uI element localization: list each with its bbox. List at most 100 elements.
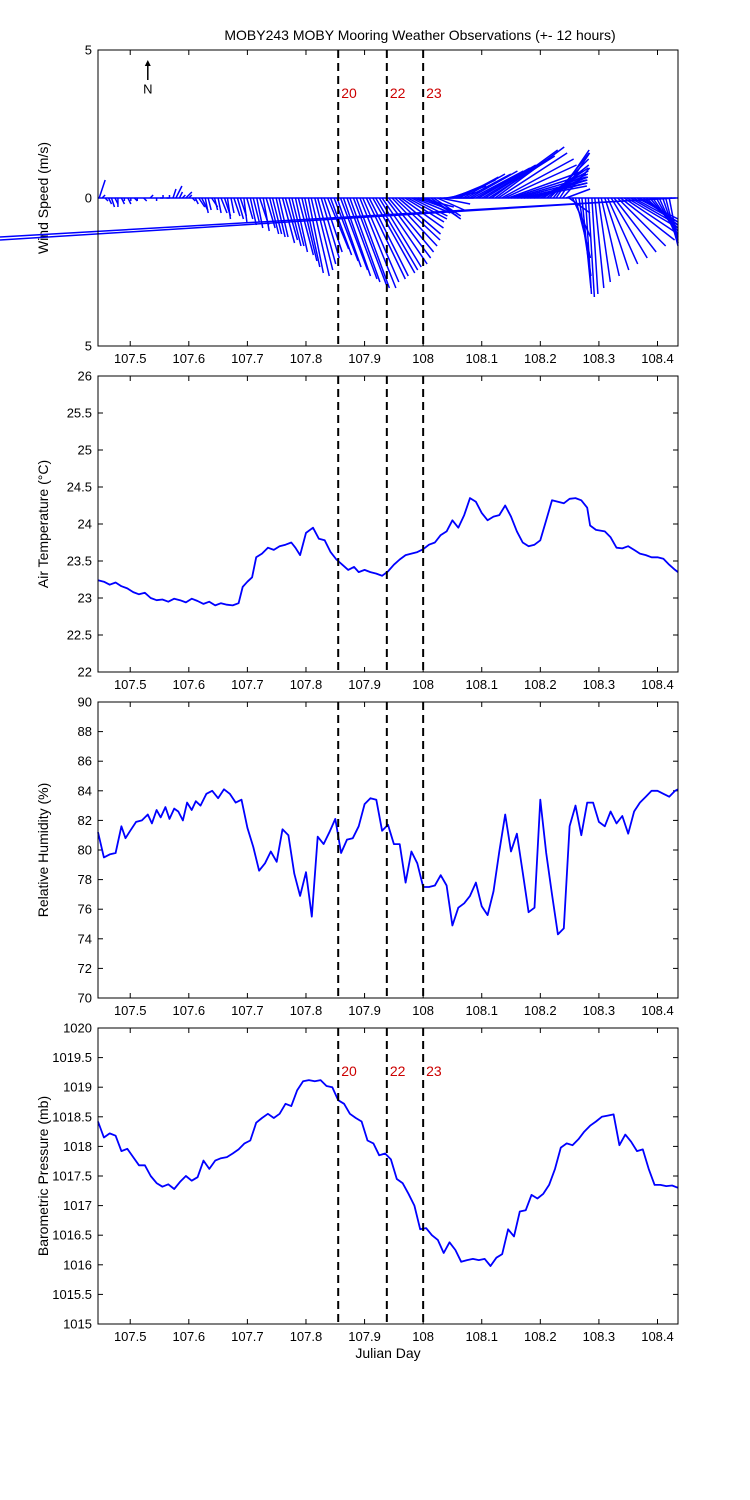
wind-vector: [213, 197, 219, 211]
wind-vector: [252, 197, 260, 223]
y-tick-label: 22: [78, 665, 92, 680]
x-tick-label: 108.3: [583, 677, 616, 692]
wind-vector: [517, 179, 587, 199]
figure-title: MOBY243 MOBY Mooring Weather Observation…: [224, 27, 615, 43]
wind-vector: [597, 197, 612, 283]
y-tick-label: 1019.5: [52, 1050, 92, 1065]
y-axis-label: Relative Humidity (%): [35, 783, 51, 918]
wind-vector: [559, 152, 591, 199]
wind-vector: [398, 197, 442, 235]
wind-vector: [0, 197, 676, 238]
wind-vector: [175, 185, 183, 199]
wind-vector: [204, 197, 209, 214]
wind-vector: [346, 197, 378, 280]
marker-label: 22: [390, 1063, 406, 1079]
x-tick-label: 108.2: [524, 677, 557, 692]
wind-vector: [465, 173, 512, 199]
wind-vector: [198, 197, 206, 208]
y-tick-label: 1016: [63, 1257, 92, 1272]
panel-wind: 107.5 107.6 107.7 107.8 107.9 108 108.1 108.2 10…: [0, 43, 679, 366]
wind-vector: [620, 197, 676, 241]
x-tick-label: 108.3: [583, 1003, 616, 1018]
wind-vector: [127, 197, 132, 205]
x-tick-label: 108.2: [524, 1329, 557, 1344]
wind-vector: [246, 197, 254, 220]
wind-vector: [555, 149, 590, 199]
wind-vector: [220, 197, 228, 214]
x-tick-label: 107.8: [290, 351, 323, 366]
wind-vector: [610, 197, 648, 259]
wind-vector: [587, 197, 596, 298]
series-line: [97, 497, 679, 607]
wind-vector: [352, 197, 388, 286]
x-tick-label: 107.9: [348, 677, 381, 692]
wind-vector: [355, 197, 391, 289]
wind-vector: [604, 197, 630, 271]
x-tick-label: 108.2: [524, 351, 557, 366]
wind-vector: [497, 152, 568, 199]
x-tick-label: 107.7: [231, 1003, 264, 1018]
wind-vector: [494, 146, 565, 199]
wind-vector: [307, 197, 325, 274]
wind-vector: [172, 188, 177, 199]
wind-vector: [491, 149, 559, 199]
y-tick-label: 72: [78, 961, 92, 976]
x-tick-label: 107.5: [114, 351, 147, 366]
plot-frame: [97, 375, 679, 673]
y-tick-label: 23: [78, 591, 92, 606]
x-tick-label: 108.3: [583, 1329, 616, 1344]
wind-vector: [404, 197, 445, 223]
wind-vector: [430, 197, 462, 220]
wind-vector: [623, 197, 679, 235]
y-axis-label: Wind Speed (m/s): [35, 142, 51, 254]
x-tick-label: 108.4: [641, 1329, 674, 1344]
wind-vector: [329, 197, 353, 256]
wind-vector: [584, 197, 593, 295]
wind-vector: [243, 197, 248, 223]
wind-vector: [316, 197, 337, 265]
y-tick-label: 23.5: [67, 554, 92, 569]
y-tick-label: 1019: [63, 1080, 92, 1095]
wind-vector: [664, 197, 679, 247]
plot-frame: [97, 701, 679, 999]
wind-vector: [268, 197, 280, 235]
wind-vector: [381, 197, 428, 265]
wind-vector: [217, 197, 222, 214]
y-tick-label: 1020: [63, 1021, 92, 1036]
wind-vector: [562, 167, 591, 199]
x-tick-label: 107.5: [114, 1003, 147, 1018]
x-tick-label: 108.1: [465, 1329, 498, 1344]
wind-vector: [304, 197, 321, 268]
panel-barometric_pressure: 107.5 107.6 107.7 107.8 107.9 108 108.1 108.2 10…: [35, 1021, 679, 1361]
wind-vector: [110, 197, 116, 208]
x-tick-label: 108.4: [641, 677, 674, 692]
panel-air_temperature: 107.5 107.6 107.7 107.8 107.9 108 108.1 108.2 10…: [35, 369, 679, 692]
x-tick-label: 107.8: [290, 1003, 323, 1018]
y-tick-label: 70: [78, 991, 92, 1006]
y-tick-label: 1018.5: [52, 1109, 92, 1124]
wind-vector: [149, 194, 154, 199]
wind-vector: [365, 197, 406, 280]
wind-vector: [104, 197, 109, 202]
x-tick-label: 107.9: [348, 1003, 381, 1018]
x-tick-label: 108: [412, 351, 434, 366]
y-tick-label: 1017: [63, 1198, 92, 1213]
x-tick-label: 108.4: [641, 1003, 674, 1018]
x-tick-label: 107.8: [290, 677, 323, 692]
wind-vector: [617, 197, 667, 247]
y-tick-label: 86: [78, 754, 92, 769]
y-tick-label: 1015.5: [52, 1287, 92, 1302]
wind-vector: [362, 197, 400, 283]
wind-vector: [101, 194, 106, 199]
x-tick-label: 108.1: [465, 677, 498, 692]
wind-vector: [462, 173, 506, 199]
series-line: [97, 1079, 679, 1267]
y-tick-label: 1018: [63, 1139, 92, 1154]
wind-vector: [178, 191, 184, 199]
wind-vector: [342, 197, 372, 277]
x-tick-label: 107.6: [173, 1329, 206, 1344]
x-tick-label: 108: [412, 677, 434, 692]
wind-vector: [236, 197, 245, 220]
wind-vector: [504, 164, 577, 199]
y-tick-label: 5: [85, 43, 92, 58]
